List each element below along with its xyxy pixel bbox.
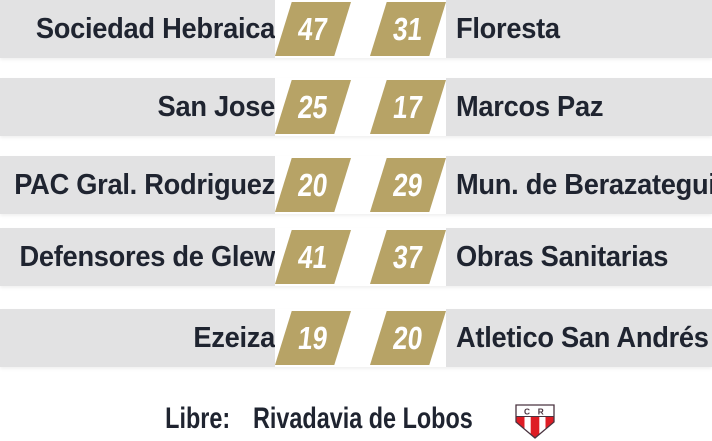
svg-text:R: R bbox=[537, 406, 543, 416]
svg-text:C: C bbox=[524, 406, 530, 416]
